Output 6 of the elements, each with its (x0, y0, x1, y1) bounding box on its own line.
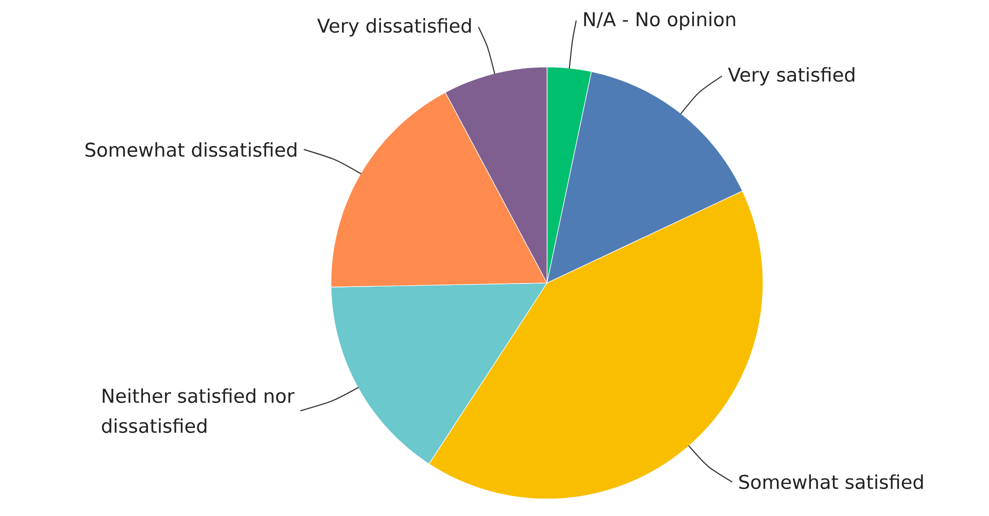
slice-label: Very dissatisfied (317, 18, 471, 37)
slice-label: Very satisfied (728, 67, 854, 86)
slice-label: N/A - No opinion (584, 12, 736, 30)
slice-label: Somewhat satisfied (739, 474, 923, 490)
slice-label: Neither satisfied nor dissatisfied (102, 388, 295, 434)
slice-label: Somewhat dissatisfied (86, 142, 296, 157)
